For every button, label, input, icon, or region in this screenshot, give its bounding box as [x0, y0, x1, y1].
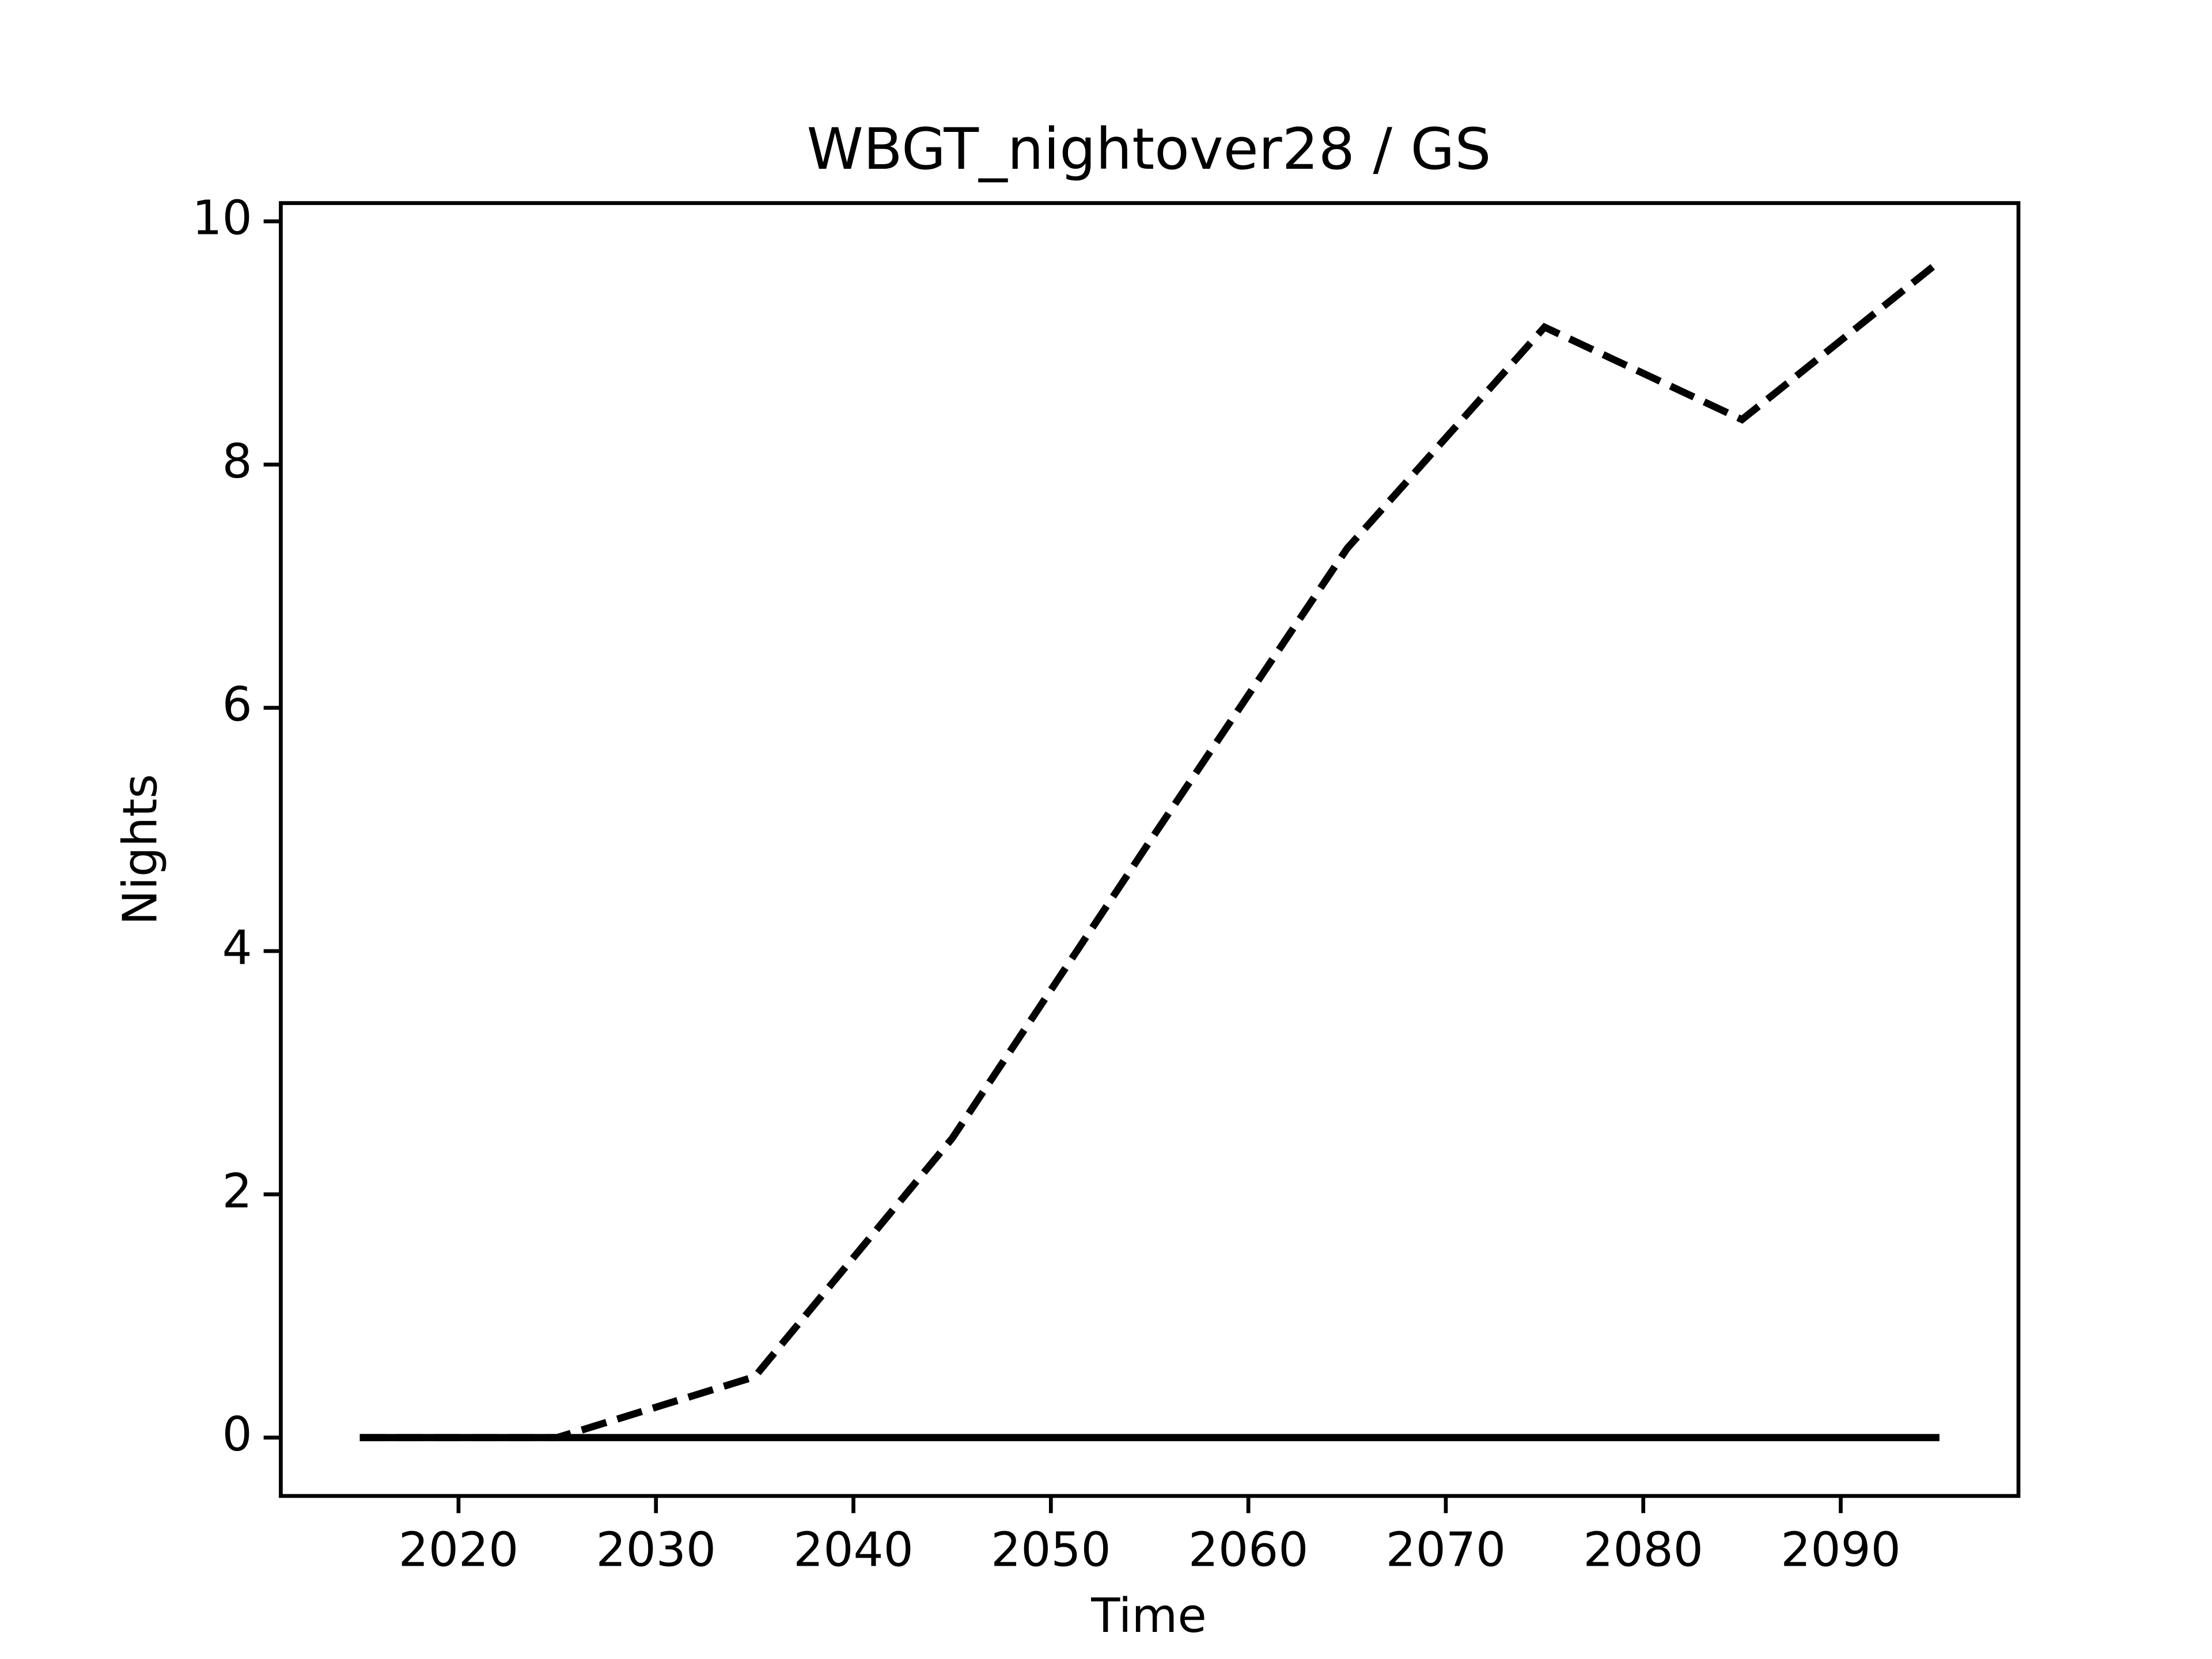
- x-tick-label: 2060: [1188, 1523, 1309, 1578]
- x-axis-label: Time: [1090, 1589, 1206, 1643]
- x-tick-label: 2040: [793, 1523, 914, 1578]
- chart-title: WBGT_nightover28 / GS: [806, 116, 1491, 183]
- y-axis-label: Nights: [113, 774, 168, 925]
- data-line: [359, 259, 1942, 1441]
- x-tick-label: 2080: [1583, 1523, 1703, 1578]
- y-tick-label: 4: [222, 921, 252, 976]
- y-tick-label: 8: [222, 434, 252, 489]
- x-tick-label: 2030: [596, 1523, 716, 1578]
- x-tick-label: 2020: [399, 1523, 519, 1578]
- y-tick-label: 0: [222, 1407, 252, 1462]
- y-tick-label: 10: [192, 191, 252, 246]
- y-tick-label: 2: [222, 1164, 252, 1219]
- y-tick-label: 6: [222, 677, 252, 732]
- x-tick-label: 2050: [991, 1523, 1111, 1578]
- x-tick-label: 2070: [1386, 1523, 1506, 1578]
- x-tick-label: 2090: [1781, 1523, 1900, 1578]
- plot-frame: [279, 201, 2021, 1498]
